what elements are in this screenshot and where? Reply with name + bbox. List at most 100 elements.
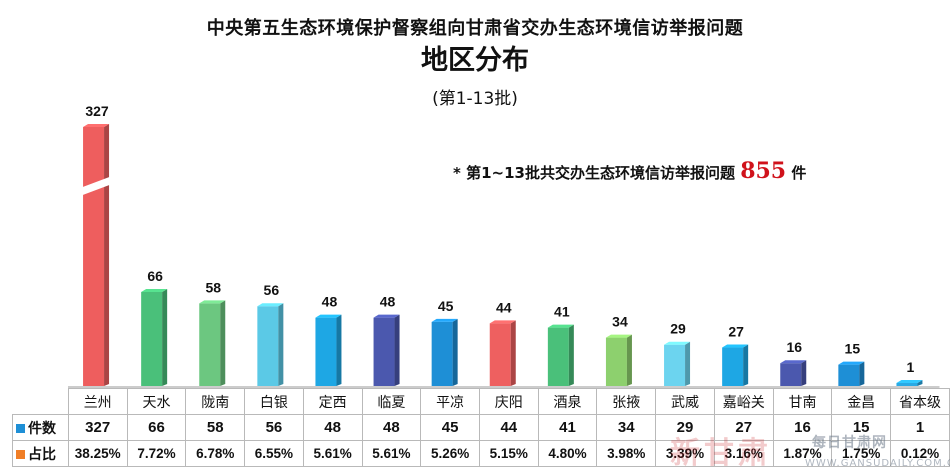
count-legend-marker (16, 424, 25, 433)
table-category-0: 兰州 (67, 388, 128, 415)
bar-side-8 (568, 324, 574, 386)
table-share-4: 5.61% (302, 440, 363, 467)
data-label-3: 56 (264, 282, 280, 298)
bar-top-8 (547, 324, 574, 328)
brand-watermark: 新甘肃 (670, 436, 772, 471)
table-category-9: 张掖 (596, 388, 657, 415)
bar-top-6 (431, 318, 458, 322)
bar-10 (664, 344, 686, 386)
bar-top-3 (257, 303, 284, 307)
bar-side-2 (220, 300, 226, 386)
category-row-header (12, 388, 69, 415)
table-count-1: 66 (126, 414, 187, 441)
chart-subtitle: 地区分布 (421, 45, 529, 76)
bar-5 (373, 317, 395, 386)
bar-1 (141, 292, 163, 386)
data-label-2: 58 (205, 279, 221, 295)
bar-top-4 (315, 314, 342, 318)
site-watermark: 每日甘肃网 (812, 435, 887, 451)
bar-side-1 (162, 289, 168, 386)
data-label-12: 16 (786, 339, 802, 355)
bar-side-10 (685, 341, 691, 386)
bar-top-14 (896, 380, 923, 383)
table-share-2: 6.78% (185, 440, 246, 467)
bar-side-4 (336, 314, 342, 386)
table-share-7: 5.15% (478, 440, 539, 467)
bar-top-5 (373, 314, 400, 318)
count-row-label: 件数 (28, 420, 56, 437)
table-count-0: 327 (67, 414, 128, 441)
table-count-13: 15 (831, 414, 892, 441)
count-row-header: 件数 (12, 414, 69, 441)
share-row-label: 占比 (28, 446, 56, 463)
table-share-12: 1.87% (772, 440, 833, 467)
bar-7 (489, 323, 511, 386)
bar-14 (896, 383, 918, 386)
table-count-12: 16 (772, 414, 833, 441)
bar-side-13 (859, 361, 865, 386)
bar-top-12 (780, 360, 807, 364)
bar-side-12 (801, 360, 807, 386)
data-table: 兰州 天水 陇南 白银 定西 临夏 平凉 庆阳 酒泉 张掖 武威 嘉峪关 甘南 金昌 省本级 件数 327 6… (12, 388, 950, 467)
bar-side-11 (743, 344, 749, 386)
bar-side-14 (917, 380, 923, 386)
table-count-9: 34 (596, 414, 657, 441)
data-label-7: 44 (496, 299, 512, 315)
bar-0 (83, 127, 105, 386)
table-count-7: 44 (478, 414, 539, 441)
bar-12 (780, 363, 802, 386)
table-share-3: 6.55% (244, 440, 304, 467)
url-watermark: WWW.GANSUDAILY.COM.CN (805, 458, 950, 469)
table-category-3: 白银 (244, 388, 304, 415)
table-share-9: 3.98% (596, 440, 657, 467)
table-count-4: 48 (302, 414, 363, 441)
bar-side-5 (394, 314, 400, 386)
table-share-6: 5.26% (420, 440, 480, 467)
share-row-header: 占比 (12, 440, 69, 467)
bar-side-3 (278, 303, 284, 386)
bar-13 (838, 364, 860, 386)
bar-top-7 (489, 320, 516, 324)
table-count-11: 27 (713, 414, 774, 441)
data-label-8: 41 (554, 304, 570, 320)
data-label-1: 66 (147, 268, 163, 284)
bar-side-9 (626, 334, 632, 386)
table-count-3: 56 (244, 414, 304, 441)
table-category-5: 临夏 (361, 388, 422, 415)
data-label-4: 48 (322, 294, 338, 310)
bar-2 (199, 303, 221, 386)
category-row: 兰州 天水 陇南 白银 定西 临夏 平凉 庆阳 酒泉 张掖 武威 嘉峪关 甘南 金昌 省本级 (12, 388, 950, 415)
chart-title: 中央第五生态环境保护督察组向甘肃省交办生态环境信访举报问题 (206, 18, 744, 39)
bar-top-2 (199, 300, 226, 304)
bar-11 (722, 347, 744, 386)
table-share-10: 3.39% (655, 440, 715, 467)
table-category-13: 金昌 (831, 388, 892, 415)
data-label-5: 48 (380, 294, 396, 310)
data-label-11: 27 (728, 324, 744, 340)
table-share-1: 7.72% (126, 440, 187, 467)
table-category-14: 省本级 (890, 388, 950, 415)
count-row: 件数 327 66 58 56 48 48 45 44 41 34 29 27 16 15 1 (12, 414, 950, 441)
table-category-6: 平凉 (420, 388, 480, 415)
table-category-4: 定西 (302, 388, 363, 415)
table-share-8: 4.80% (537, 440, 598, 467)
bar-9 (605, 337, 627, 386)
data-label-0: 327 (85, 103, 109, 119)
table-category-11: 嘉峪关 (713, 388, 774, 415)
bar-top-10 (664, 341, 691, 345)
bar-top-1 (141, 289, 168, 292)
table-category-10: 武威 (655, 388, 715, 415)
data-label-13: 15 (845, 341, 861, 357)
bar-side-6 (452, 318, 458, 386)
total-note-prefix: * 第1~13批共交办生态环境信访举报问题 (453, 164, 735, 182)
table-share-11: 3.16% (713, 440, 774, 467)
table-category-12: 甘南 (772, 388, 833, 415)
table-share-0: 38.25% (67, 440, 128, 467)
data-label-10: 29 (670, 321, 686, 337)
table-category-8: 酒泉 (537, 388, 598, 415)
bar-top-11 (722, 344, 749, 348)
table-count-2: 58 (185, 414, 246, 441)
total-note-unit: 件 (791, 164, 807, 182)
bar-top-13 (838, 361, 865, 365)
